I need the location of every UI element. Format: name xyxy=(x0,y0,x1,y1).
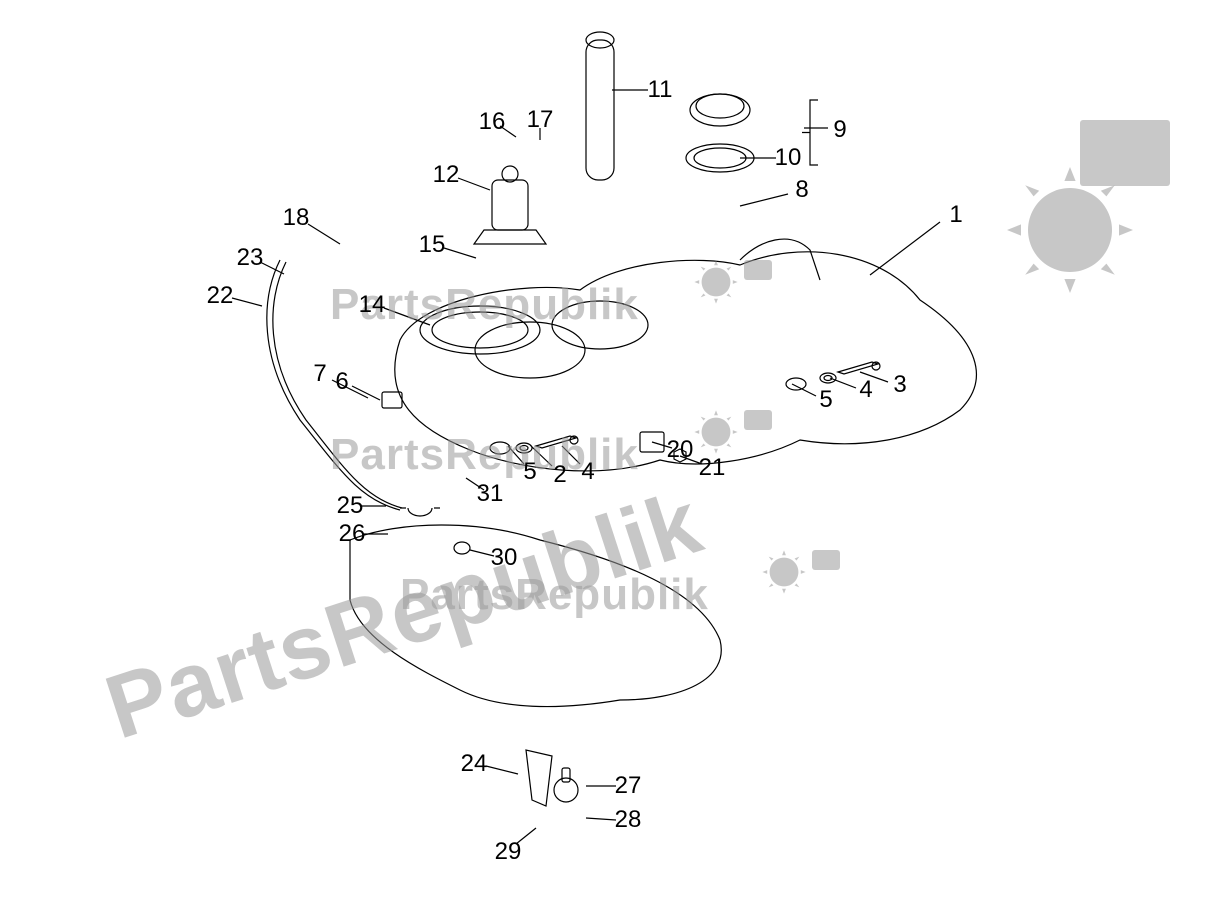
watermark-flag xyxy=(1080,120,1170,186)
callout-label-11: 11 xyxy=(648,76,673,104)
gear-icon xyxy=(760,548,808,596)
callout-label-4: 4 xyxy=(859,376,872,404)
callout-label-5: 5 xyxy=(819,386,832,414)
callout-label-25: 25 xyxy=(337,492,364,520)
callout-label-8: 8 xyxy=(795,176,808,204)
callout-label-10: 10 xyxy=(775,144,802,172)
callout-label-26: 26 xyxy=(339,520,366,548)
callout-label-6: 6 xyxy=(335,368,348,396)
callout-label-23: 23 xyxy=(237,244,264,272)
gear-icon xyxy=(692,258,740,306)
callout-label-24: 24 xyxy=(461,750,488,778)
watermark-flag xyxy=(744,260,772,280)
callout-label-31: 31 xyxy=(477,480,504,508)
callout-label-7: 7 xyxy=(313,360,326,388)
parts-diagram-lines xyxy=(0,0,1205,904)
callout-label-3: 3 xyxy=(893,371,906,399)
callout-label-12: 12 xyxy=(433,161,460,189)
callout-label-17: 17 xyxy=(527,106,554,134)
watermark-flag xyxy=(744,410,772,430)
callout-label-1: 1 xyxy=(949,201,962,229)
watermark-flag xyxy=(812,550,840,570)
callout-label-4: 4 xyxy=(581,458,594,486)
callout-label-16: 16 xyxy=(479,108,506,136)
callout-label-29: 29 xyxy=(495,838,522,866)
callout-label-20: 20 xyxy=(667,436,694,464)
callout-label-21: 21 xyxy=(699,454,726,482)
gear-icon xyxy=(692,408,740,456)
callout-label-14: 14 xyxy=(359,291,386,319)
watermark-mid: PartsRepublik xyxy=(400,570,709,620)
callout-label-30: 30 xyxy=(491,544,518,572)
callout-label-18: 18 xyxy=(283,204,310,232)
callout-label-27: 27 xyxy=(615,772,642,800)
callout-label-28: 28 xyxy=(615,806,642,834)
watermark-large: PartsRepublik xyxy=(94,471,714,760)
callout-label-22: 22 xyxy=(207,282,234,310)
callout-label-5: 5 xyxy=(523,458,536,486)
callout-label-2: 2 xyxy=(553,461,566,489)
callout-label-9: 9 xyxy=(833,116,846,144)
callout-label-15: 15 xyxy=(419,231,446,259)
